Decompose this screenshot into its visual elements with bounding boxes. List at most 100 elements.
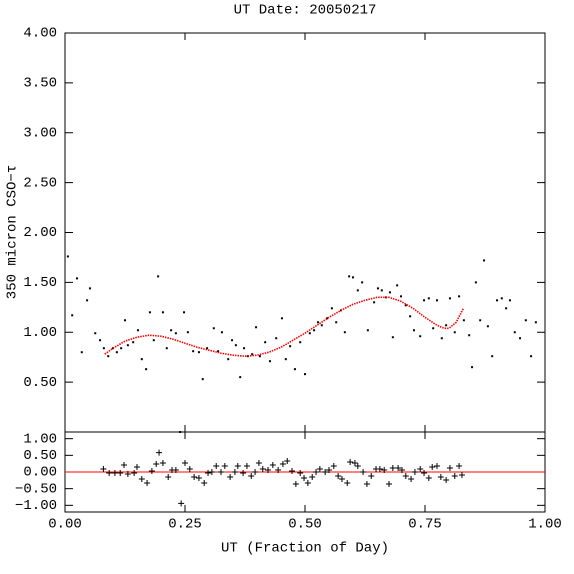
residual-point: [292, 481, 299, 487]
residual-point: [429, 464, 436, 470]
y-tick-label: 2.00: [23, 225, 57, 241]
data-point: [462, 319, 465, 322]
residual-point: [395, 465, 402, 471]
residual-point: [121, 462, 128, 468]
data-point: [361, 281, 364, 284]
data-point: [400, 295, 402, 298]
data-point: [508, 299, 511, 302]
residual-point: [248, 473, 255, 479]
residual-point: [347, 459, 354, 465]
residual-point: [330, 463, 337, 469]
data-point: [326, 317, 329, 320]
residual-point: [134, 464, 140, 470]
data-point: [206, 347, 209, 350]
data-point: [102, 347, 105, 350]
data-point: [335, 321, 338, 324]
data-point: [161, 311, 164, 314]
residual-point: [252, 469, 259, 475]
y-tick-label: 0.50: [23, 375, 57, 391]
residual-point: [205, 470, 212, 476]
data-point: [519, 337, 522, 340]
data-point: [275, 337, 278, 340]
data-point: [419, 335, 422, 338]
residual-point: [255, 460, 262, 466]
data-point: [409, 315, 412, 318]
data-point: [330, 307, 333, 310]
data-point: [380, 289, 383, 292]
data-point: [258, 355, 261, 358]
data-point: [448, 297, 451, 300]
data-point: [86, 299, 89, 302]
y-tick-label: 3.00: [23, 125, 57, 141]
data-point: [66, 255, 69, 258]
data-point: [423, 299, 426, 302]
y-tick-label: 0.00: [23, 465, 57, 481]
data-point: [391, 336, 394, 339]
data-point: [316, 321, 319, 324]
data-point: [124, 319, 126, 322]
data-point: [436, 299, 438, 302]
data-point: [201, 378, 204, 381]
residual-point: [458, 472, 465, 478]
residual-point: [131, 470, 138, 476]
data-point: [80, 351, 83, 354]
data-point: [148, 311, 151, 314]
data-point: [483, 259, 486, 262]
data-point: [289, 345, 292, 348]
data-point: [468, 334, 471, 337]
data-point: [212, 327, 215, 330]
data-point: [251, 353, 254, 356]
residual-point: [124, 471, 131, 477]
data-point: [170, 329, 173, 332]
data-point: [308, 332, 311, 335]
residual-point: [326, 467, 332, 473]
residual-point: [227, 474, 234, 480]
residual-point: [284, 458, 291, 464]
residual-point: [313, 469, 320, 475]
y-tick-label: 2.50: [23, 175, 57, 191]
residual-point: [100, 466, 107, 472]
x-tick-label: 0.25: [168, 517, 202, 533]
data-point: [453, 331, 456, 334]
x-tick-label: 1.00: [528, 517, 562, 533]
residual-point: [398, 467, 405, 473]
residual-point: [106, 470, 113, 476]
fit-curve: [104, 296, 465, 358]
data-point: [530, 355, 533, 358]
residual-point: [144, 480, 151, 486]
data-point: [356, 289, 359, 292]
y-tick-label: 0.50: [23, 448, 57, 464]
residual-point: [243, 463, 250, 469]
data-point: [500, 297, 503, 300]
data-point: [115, 351, 118, 354]
data-point: [126, 344, 129, 347]
residual-point: [195, 475, 202, 481]
residual-point: [425, 475, 432, 481]
data-point: [234, 344, 237, 347]
data-point: [88, 287, 91, 290]
residual-point: [269, 462, 276, 468]
x-tick-label: 0.75: [408, 517, 442, 533]
residual-point: [322, 469, 329, 475]
data-point: [174, 332, 177, 335]
residual-point: [389, 465, 396, 471]
data-point: [496, 299, 498, 302]
residual-point: [301, 475, 308, 481]
residual-point: [156, 449, 163, 456]
data-point: [513, 331, 516, 334]
chart-title: UT Date: 20050217: [234, 3, 377, 19]
data-point: [388, 291, 391, 294]
residual-point: [451, 473, 458, 479]
data-point: [179, 431, 182, 433]
residual-point: [191, 474, 198, 480]
residual-point: [344, 480, 351, 486]
data-point: [348, 275, 351, 278]
data-point: [220, 331, 223, 334]
data-point: [264, 341, 267, 344]
residual-point: [148, 468, 155, 474]
data-point: [227, 358, 230, 361]
residual-point: [178, 500, 185, 507]
residual-point: [351, 460, 358, 466]
data-point: [107, 355, 110, 358]
